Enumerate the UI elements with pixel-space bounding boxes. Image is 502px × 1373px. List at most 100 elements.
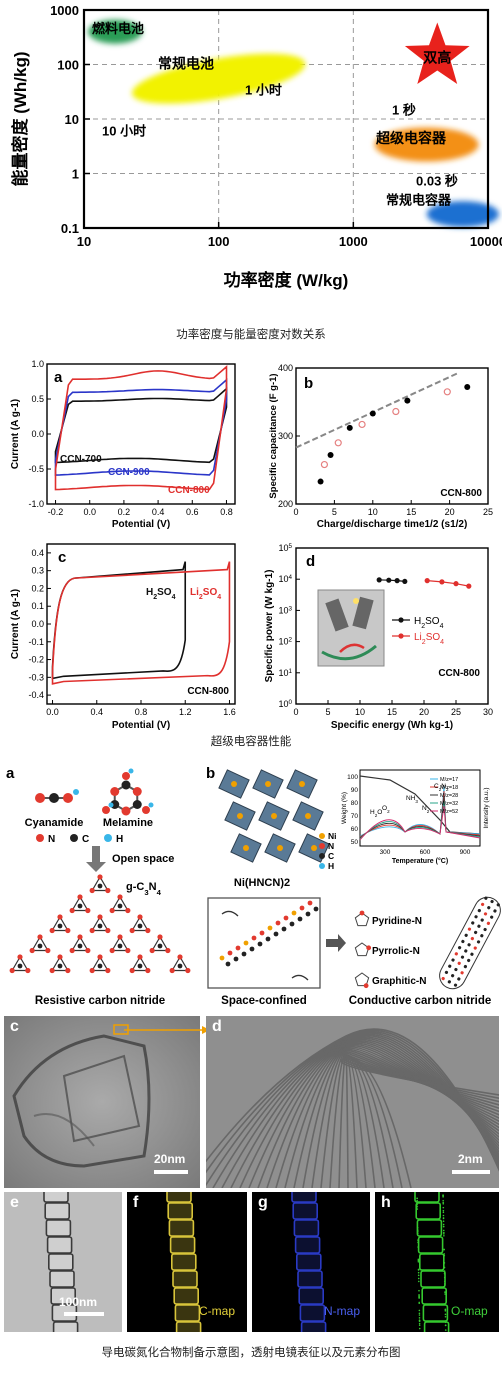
- map-dot: [443, 1212, 445, 1214]
- confined-atom: [308, 901, 313, 906]
- y-tick-label: 0.2: [31, 583, 44, 593]
- lattice-c: [98, 964, 103, 969]
- map-dot: [416, 1198, 418, 1200]
- map-dot: [444, 1293, 446, 1295]
- tube-segment: [174, 1288, 198, 1304]
- map-dot: [444, 1281, 446, 1283]
- crystal-ni: [271, 813, 277, 819]
- series-point-1: [466, 584, 471, 589]
- y-tick-label: 1.0: [31, 359, 44, 369]
- map-dot: [416, 1206, 418, 1208]
- confined-atom: [314, 907, 319, 912]
- y-tick-label: 0.1: [31, 601, 44, 611]
- lattice-n: [130, 968, 135, 973]
- cv-curve-li2so4: [53, 562, 230, 684]
- tem-d-texture: [206, 1016, 499, 1188]
- lattice-n: [45, 948, 50, 953]
- gcn-lattice: [10, 874, 191, 973]
- map-dot: [443, 1210, 445, 1212]
- map-dot: [416, 1202, 418, 1204]
- panel-frame: [47, 364, 235, 504]
- map-name-h: O-map: [451, 1304, 488, 1318]
- map-dot: [417, 1246, 419, 1248]
- lattice-n: [85, 948, 90, 953]
- open-point: [393, 409, 399, 415]
- ring-atom: [133, 787, 142, 796]
- lattice-n: [137, 914, 142, 919]
- annotation-1-hour: 1 小时: [245, 83, 282, 98]
- tube-segment: [54, 1322, 78, 1332]
- map-dot: [442, 1203, 444, 1205]
- legend-h2so4: H2SO4: [414, 616, 444, 630]
- right-arrow-icon: [326, 934, 346, 952]
- lattice-c: [98, 924, 103, 929]
- lattice-n: [97, 874, 102, 879]
- lattice-c: [58, 924, 63, 929]
- lattice-n: [110, 948, 115, 953]
- lattice-n: [170, 968, 175, 973]
- tube-segment: [422, 1288, 446, 1304]
- atom-c: [49, 793, 59, 803]
- tem-e-texture: [4, 1192, 122, 1332]
- tube-segment: [417, 1220, 441, 1236]
- y-tick-label: 105: [278, 543, 292, 554]
- series-point-0: [377, 577, 382, 582]
- data-point: [318, 479, 324, 485]
- confined-atom: [292, 911, 297, 916]
- y-tick-label: 0.0: [31, 619, 44, 629]
- map-dot: [417, 1239, 419, 1241]
- x-tick-label: 0.8: [220, 507, 233, 517]
- lattice-n: [50, 968, 55, 973]
- map-dot: [418, 1296, 420, 1298]
- x-axis-label-a: Potential (V): [112, 519, 170, 530]
- crystal-ni: [277, 845, 283, 851]
- y-tick-label: -0.4: [28, 690, 44, 700]
- lattice-n: [145, 928, 150, 933]
- map-dot: [418, 1272, 420, 1274]
- map-dot: [444, 1270, 446, 1272]
- lattice-n: [50, 928, 55, 933]
- confined-atom: [300, 906, 305, 911]
- n-atom: [360, 911, 365, 916]
- map-dot: [417, 1242, 419, 1244]
- ring-atom: [110, 787, 119, 796]
- tube-segment: [44, 1192, 68, 1202]
- map-dot: [443, 1255, 445, 1257]
- ring-atom: [122, 781, 131, 790]
- open-point: [444, 389, 450, 395]
- x-tick-label: 0.2: [118, 507, 131, 517]
- x-tick-label: -0.2: [48, 507, 64, 517]
- tube-segment: [45, 1203, 69, 1219]
- tube-segment: [300, 1305, 324, 1321]
- open-point: [321, 462, 327, 468]
- tga-x-tick: 600: [420, 849, 431, 856]
- x-tick-label: 5: [332, 507, 337, 517]
- lattice-n: [117, 894, 122, 899]
- map-dot: [445, 1325, 447, 1327]
- lattice-n: [17, 954, 22, 959]
- tube-segment: [49, 1254, 73, 1270]
- tube-segment: [416, 1203, 440, 1219]
- zoom-arrow: [124, 1026, 210, 1034]
- label-supercapacitor: 超级电容器: [375, 130, 447, 146]
- tem-label-c: c: [10, 1018, 19, 1036]
- data-point: [370, 411, 376, 417]
- atom-h: [109, 803, 114, 808]
- lattice-n: [130, 928, 135, 933]
- tem-image-c: c 20nm: [4, 1016, 200, 1188]
- n-type-label: Graphitic-N: [372, 976, 426, 987]
- confined-atom: [266, 937, 271, 942]
- series-label-h2so4: H2SO4: [146, 587, 176, 601]
- y-tick-label: -1.0: [28, 499, 44, 509]
- lattice-n: [65, 928, 70, 933]
- tga-legend-label: M/z=32: [440, 801, 458, 807]
- tga-y-tick: 90: [351, 787, 359, 794]
- series-label-ccn800: CCN-800: [168, 485, 210, 496]
- tube-segment: [169, 1220, 193, 1236]
- map-label-f: f: [133, 1194, 138, 1212]
- x-tick-label: 10000: [470, 234, 502, 249]
- map-dot: [442, 1200, 444, 1202]
- map-label-g: g: [258, 1194, 268, 1212]
- tem-label-d: d: [212, 1018, 222, 1036]
- confined-atom: [276, 921, 281, 926]
